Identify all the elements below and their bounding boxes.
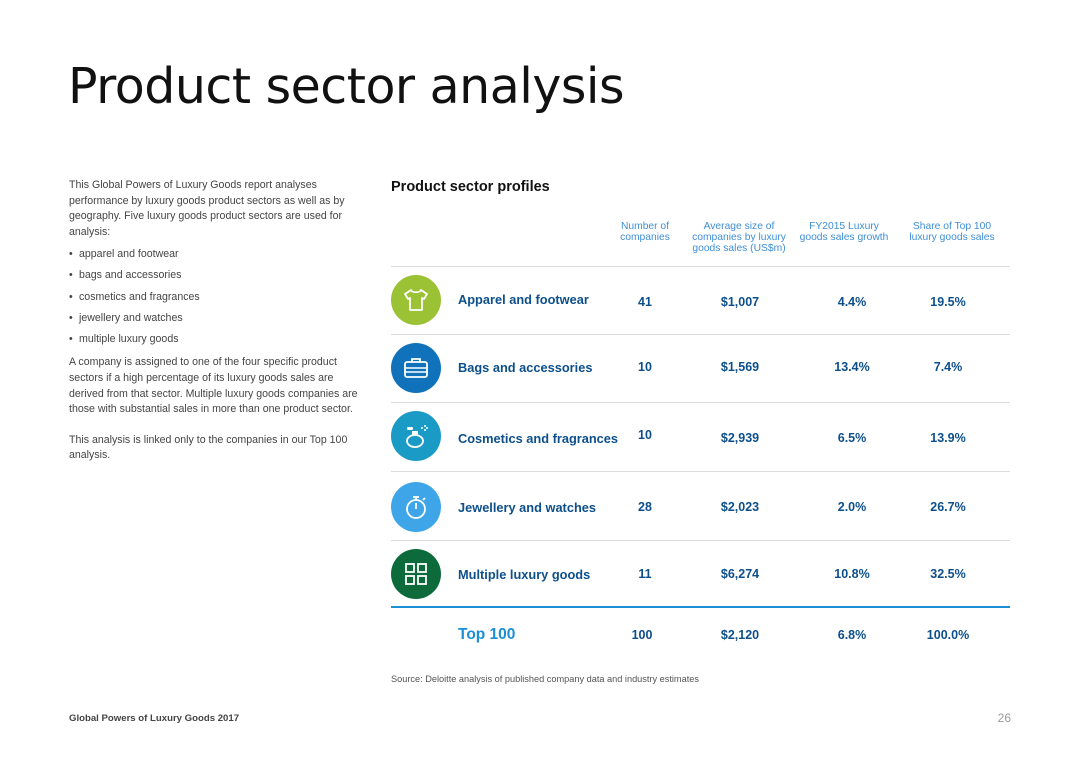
column-header-growth: FY2015 Luxury goods sales growth	[799, 221, 889, 243]
sector-list-item: cosmetics and fragrances	[69, 290, 361, 306]
total-divider	[391, 606, 1010, 608]
perfume-bottle-icon	[391, 411, 441, 461]
column-header-companies: Number of companies	[620, 221, 670, 243]
companies-value: 11	[638, 567, 652, 581]
total-share-value: 100.0%	[926, 628, 970, 642]
growth-value: 4.4%	[837, 295, 867, 309]
growth-value: 13.4%	[834, 360, 870, 374]
share-value: 26.7%	[930, 500, 966, 514]
growth-value: 2.0%	[837, 500, 867, 514]
divider	[391, 266, 1010, 267]
divider	[391, 334, 1010, 335]
briefcase-icon	[391, 343, 441, 393]
growth-value: 6.5%	[837, 431, 867, 445]
companies-value: 41	[638, 295, 652, 309]
divider	[391, 471, 1010, 472]
report-footer: Global Powers of Luxury Goods 2017	[69, 713, 240, 724]
companies-value: 28	[638, 500, 652, 514]
source-note: Source: Deloitte analysis of published c…	[391, 674, 699, 684]
companies-value: 10	[638, 428, 652, 442]
sector-list-item: bags and accessories	[69, 268, 361, 284]
grid-squares-icon	[391, 549, 441, 599]
tshirt-icon	[391, 275, 441, 325]
total-companies-value: 100	[631, 628, 653, 642]
sector-name: Bags and accessories	[458, 360, 593, 375]
column-header-avg-size: Average size of companies by luxury good…	[692, 221, 786, 254]
growth-value: 10.8%	[834, 567, 870, 581]
sector-list-item: multiple luxury goods	[69, 332, 361, 348]
divider	[391, 540, 1010, 541]
divider	[391, 402, 1010, 403]
intro-text: This Global Powers of Luxury Goods repor…	[69, 178, 361, 464]
intro-paragraph-1: This Global Powers of Luxury Goods repor…	[69, 179, 345, 238]
avg-size-value: $1,007	[720, 295, 760, 309]
total-avg-size-value: $2,120	[720, 628, 760, 642]
total-label: Top 100	[458, 626, 516, 643]
intro-paragraph-3: This analysis is linked only to the comp…	[69, 433, 348, 462]
sector-name: Multiple luxury goods	[458, 567, 591, 582]
sector-list-item: jewellery and watches	[69, 311, 361, 327]
companies-value: 10	[638, 360, 652, 374]
intro-paragraph-2: A company is assigned to one of the four…	[69, 356, 358, 416]
table-title: Product sector profiles	[391, 179, 550, 195]
sector-list-item: apparel and footwear	[69, 247, 361, 263]
share-value: 19.5%	[930, 295, 966, 309]
sector-name: Apparel and footwear	[458, 292, 589, 307]
sector-name: Cosmetics and fragrances	[458, 431, 619, 446]
avg-size-value: $2,023	[720, 500, 760, 514]
avg-size-value: $6,274	[720, 567, 760, 581]
share-value: 32.5%	[930, 567, 966, 581]
column-header-share: Share of Top 100 luxury goods sales	[909, 221, 995, 243]
share-value: 7.4%	[933, 360, 963, 374]
page-title: Product sector analysis	[68, 58, 625, 115]
share-value: 13.9%	[930, 431, 966, 445]
sector-name: Jewellery and watches	[458, 500, 596, 515]
sector-list: apparel and footwear bags and accessorie…	[69, 247, 361, 347]
page-number: 26	[997, 711, 1011, 725]
total-growth-value: 6.8%	[837, 628, 867, 642]
avg-size-value: $1,569	[720, 360, 760, 374]
stopwatch-icon	[391, 482, 441, 532]
avg-size-value: $2,939	[720, 431, 760, 445]
